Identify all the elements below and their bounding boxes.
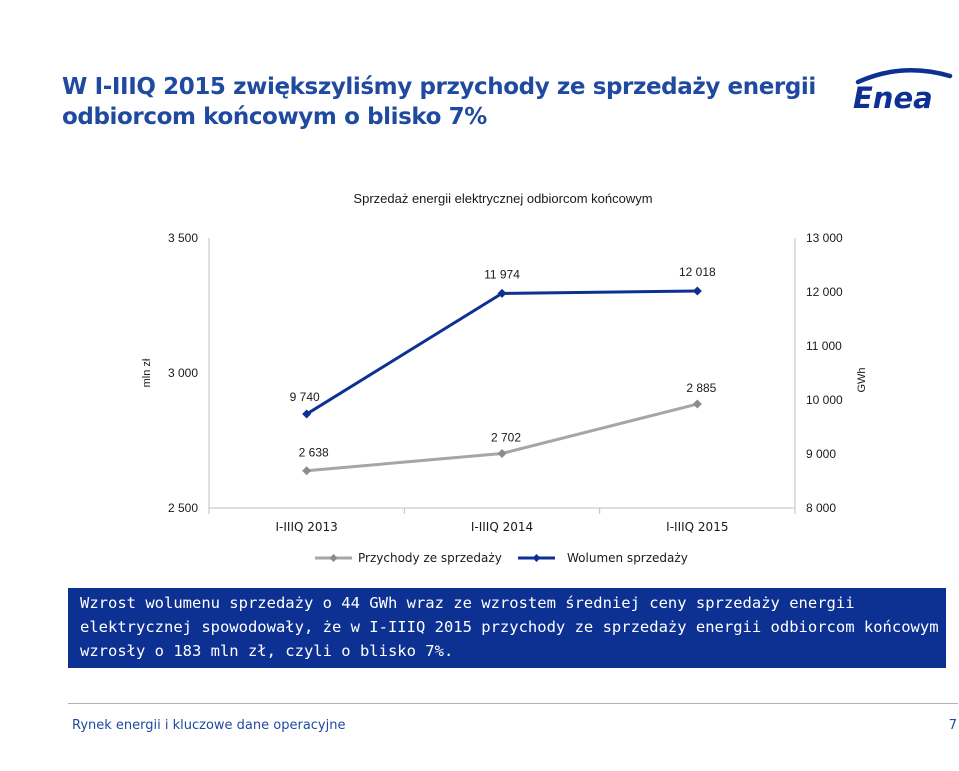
right-axis-ticks: 13 000 12 000 11 000 10 000 9 000 8 000 bbox=[806, 231, 843, 515]
summary-box: Wzrost wolumenu sprzedaży o 44 GWh wraz … bbox=[68, 588, 946, 668]
data-label-wolumen: 11 974 bbox=[484, 267, 520, 281]
y-tick-label: 3 500 bbox=[168, 231, 198, 245]
x-tick-label: I-IIIQ 2015 bbox=[666, 520, 728, 534]
data-point-wolumen bbox=[692, 286, 702, 296]
series-layer: 2 638 2 702 2 885 9 740 11 974 12 018 bbox=[290, 265, 717, 476]
footer-divider bbox=[68, 703, 958, 704]
y2-tick-label: 13 000 bbox=[806, 231, 843, 245]
left-axis-ticks: 3 500 3 000 2 500 bbox=[168, 231, 198, 515]
y2-tick-label: 11 000 bbox=[806, 339, 842, 353]
y2-tick-label: 12 000 bbox=[806, 285, 843, 299]
y2-tick-label: 9 000 bbox=[806, 447, 836, 461]
svg-text:Enea: Enea bbox=[853, 81, 933, 112]
enea-logo: Enea bbox=[853, 67, 953, 112]
footer-text: Rynek energii i kluczowe dane operacyjne bbox=[72, 718, 346, 733]
chart-title: Sprzedaż energii elektrycznej odbiorcom … bbox=[353, 191, 652, 206]
data-label-przychody: 2 638 bbox=[299, 446, 329, 460]
data-label-wolumen: 12 018 bbox=[679, 265, 716, 279]
x-tick-label: I-IIIQ 2013 bbox=[276, 520, 338, 534]
data-point-wolumen bbox=[302, 409, 312, 419]
x-tick-label: I-IIIQ 2014 bbox=[471, 520, 533, 534]
legend-marker-przychody bbox=[329, 554, 338, 562]
y2-tick-label: 8 000 bbox=[806, 501, 836, 515]
legend-marker-wolumen bbox=[532, 554, 541, 562]
y-tick-label: 3 000 bbox=[168, 366, 198, 380]
sales-chart: Sprzedaż energii elektrycznej odbiorcom … bbox=[141, 191, 868, 565]
slide-title: W I-IIIQ 2015 zwiększyliśmy przychody ze… bbox=[62, 74, 816, 130]
page-number: 7 bbox=[948, 718, 957, 733]
x-axis-labels: I-IIIQ 2013 I-IIIQ 2014 I-IIIQ 2015 bbox=[276, 520, 729, 534]
y-tick-label: 2 500 bbox=[168, 501, 198, 515]
data-point-przychody bbox=[302, 466, 312, 476]
x-axis-ticks bbox=[208, 508, 796, 514]
y2-axis-label: GWh bbox=[856, 367, 868, 392]
legend-label-przychody: Przychody ze sprzedaży bbox=[358, 551, 502, 565]
data-label-przychody: 2 702 bbox=[491, 430, 521, 444]
legend-label-wolumen: Wolumen sprzedaży bbox=[567, 551, 688, 565]
data-point-przychody bbox=[497, 448, 507, 458]
y-axis-label: mln zł bbox=[141, 358, 153, 387]
y2-tick-label: 10 000 bbox=[806, 393, 843, 407]
legend: Przychody ze sprzedaży Wolumen sprzedaży bbox=[315, 551, 688, 565]
series-line-wolumen bbox=[305, 289, 698, 416]
data-label-wolumen: 9 740 bbox=[290, 390, 320, 404]
data-label-przychody: 2 885 bbox=[686, 381, 716, 395]
data-point-wolumen bbox=[497, 288, 507, 298]
data-point-przychody bbox=[692, 399, 702, 409]
